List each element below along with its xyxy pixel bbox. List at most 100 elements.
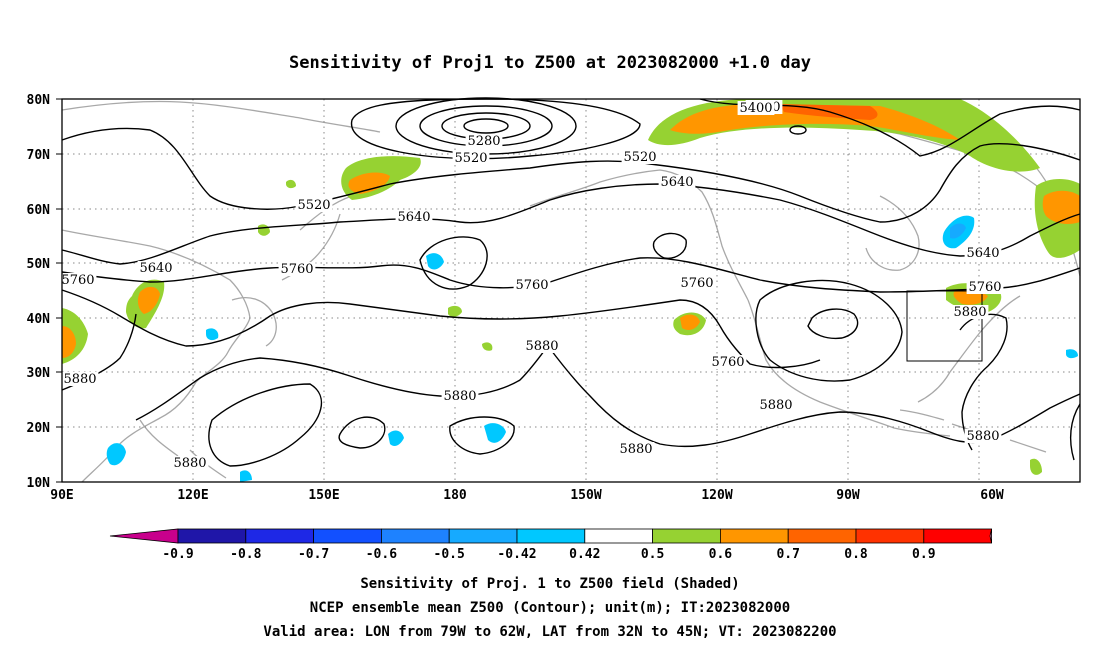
contour-label-background <box>513 278 551 292</box>
asia-coast <box>61 229 251 483</box>
contour-label-background <box>59 273 97 287</box>
colorbar-tick-label: 0.7 <box>776 547 799 562</box>
contour-label: 5760 <box>711 355 744 370</box>
colorbar-swatch <box>652 528 721 544</box>
contour-low-center <box>463 118 509 134</box>
negative-patch <box>426 253 444 270</box>
contour-label-background <box>171 456 209 470</box>
contour-5640 <box>61 183 1081 265</box>
contour-label-background <box>757 398 795 412</box>
colorbar-tick-label: -0.6 <box>366 547 397 562</box>
contour-small-low <box>789 125 807 135</box>
lon-tick-label: 120W <box>701 488 732 503</box>
contour-5880-loop <box>338 416 386 449</box>
positive-patch-core <box>348 172 390 194</box>
contour-labels: 5400528054005520552055205640564056405640… <box>59 100 1004 471</box>
contour-label: 5880 <box>63 372 96 387</box>
contour-5880-high <box>547 345 1081 448</box>
contour-label: 5760 <box>680 276 713 291</box>
contour-5880-east <box>959 313 1008 451</box>
contour-label-background <box>964 429 1002 443</box>
lat-tick-label: 50N <box>27 257 51 272</box>
contour-label-background <box>523 339 561 353</box>
lat-tick-label: 20N <box>27 421 51 436</box>
contour-label-background <box>964 246 1002 260</box>
contour-label-background <box>137 261 175 275</box>
positive-patch-core <box>680 314 700 330</box>
contour-label: 5880 <box>759 398 792 413</box>
contour-label: 5760 <box>968 280 1001 295</box>
lat-tick-label: 30N <box>27 366 51 381</box>
positive-patch-core <box>137 286 160 314</box>
lat-tick-label: 70N <box>27 148 51 163</box>
colorbar-tick-label: 0.6 <box>709 547 733 562</box>
caption-line-2: NCEP ensemble mean Z500 (Contour); unit(… <box>310 600 790 616</box>
colorbar-swatch <box>787 528 857 544</box>
positive-patch <box>286 179 296 189</box>
negative-patch <box>240 470 252 482</box>
contour-label-background <box>278 262 316 276</box>
colorbar-tick-label: 0.5 <box>641 547 664 562</box>
lat-tick-label: 10N <box>27 476 51 491</box>
colorbar: -0.9 -0.8 -0.7 -0.6 -0.5 -0.42 0.42 0.5 0.6 0.7 0.… <box>109 528 992 562</box>
colorbar-tick-label: -0.9 <box>162 547 193 562</box>
colorbar-swatch <box>855 528 925 544</box>
contour-label-background <box>737 101 775 115</box>
contour-far-east <box>1069 403 1081 461</box>
negative-patch-core <box>950 223 966 239</box>
negative-patch <box>206 328 219 341</box>
lon-tick-label: 150W <box>570 488 601 503</box>
colorbar-tick-label: -0.42 <box>497 547 536 562</box>
positive-patch <box>482 342 493 351</box>
contour-label-background <box>452 151 490 165</box>
colorbar-swatch <box>448 528 518 544</box>
contour-label: 5640 <box>397 210 430 225</box>
contour-high-center <box>807 308 859 340</box>
chart-title: Sensitivity of Proj1 to Z500 at 20230820… <box>289 53 811 73</box>
hudson-bay <box>865 195 920 271</box>
lat-axis: 80N 70N 60N 50N 40N 30N 20N 10N <box>27 93 62 491</box>
contour-label-background <box>658 175 696 189</box>
colorbar-tick-label: -0.5 <box>434 547 465 562</box>
negative-patch <box>388 430 404 446</box>
colorbar-swatch <box>313 528 382 544</box>
contour-label: 5520 <box>297 198 330 213</box>
colorbar-swatch <box>923 528 992 544</box>
colorbar-tick-label: -0.7 <box>298 547 329 562</box>
valid-area-box <box>906 290 983 362</box>
contour-label-background <box>951 305 989 319</box>
contour-5760-loop <box>719 325 821 369</box>
lat-tick-label: 80N <box>27 93 51 108</box>
negative-patch <box>106 443 126 466</box>
caption-line-3: Valid area: LON from 79W to 62W, LAT fro… <box>263 624 836 640</box>
contour-label-background <box>621 150 659 164</box>
contour-label-background <box>617 442 655 456</box>
contour-5880-loop <box>449 416 515 455</box>
contour-label-background <box>295 198 333 212</box>
contour-label: 5640 <box>660 175 693 190</box>
map-frame <box>61 98 1081 483</box>
lat-tick-label: 60N <box>27 203 51 218</box>
positive-patch-core <box>62 326 76 358</box>
contour-label: 5280 <box>467 134 500 149</box>
contour-5520 <box>61 127 1081 223</box>
contour-label: 5880 <box>966 429 999 444</box>
colorbar-tick-label: 0.9 <box>912 547 935 562</box>
graticule <box>62 99 1080 482</box>
contour-label: 5520 <box>454 151 487 166</box>
positive-patch <box>448 305 462 317</box>
contour-label: 5760 <box>515 278 548 293</box>
contour-label: 5880 <box>619 442 652 457</box>
colorbar-tick-label: 0.8 <box>844 547 868 562</box>
contour-label-background <box>395 210 433 224</box>
contour-label: 5400 <box>739 101 772 116</box>
contour-label-background <box>441 389 479 403</box>
contour-label-background <box>465 134 503 148</box>
contour-label: 5880 <box>525 339 558 354</box>
negative-patch <box>1066 349 1078 359</box>
contour-label: 5880 <box>953 305 986 320</box>
colorbar-arrow-right <box>989 528 992 544</box>
colorbar-tick-label: -0.8 <box>230 547 261 562</box>
lon-tick-label: 150E <box>308 488 339 503</box>
